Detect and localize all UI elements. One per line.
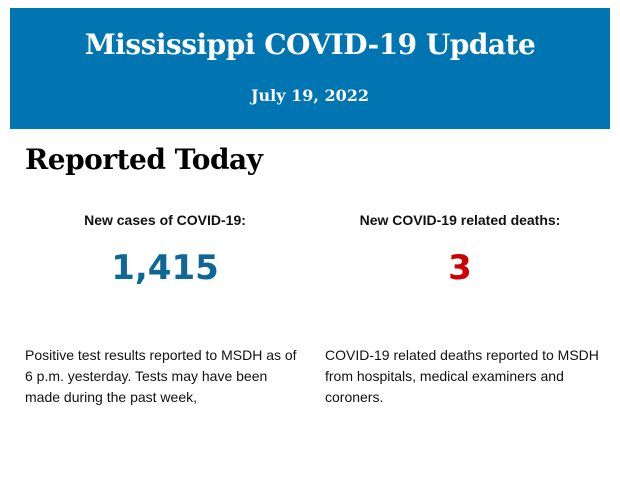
deaths-description: COVID-19 related deaths reported to MSDH… <box>325 347 599 405</box>
new-deaths-label: New COVID-19 related deaths: <box>359 212 561 228</box>
new-cases-label: New cases of COVID-19: <box>84 212 246 228</box>
new-deaths-value: 3 <box>448 248 472 288</box>
section-title: Reported Today <box>25 143 263 176</box>
new-cases-stat: New cases of COVID-19: 1,415 <box>25 212 305 288</box>
page-title: Mississippi COVID-19 Update <box>84 28 536 61</box>
new-deaths-stat: New COVID-19 related deaths: 3 <box>320 212 600 288</box>
report-date: July 19, 2022 <box>250 86 370 105</box>
cases-description: Positive test results reported to MSDH a… <box>25 347 297 405</box>
header-banner: Mississippi COVID-19 Update July 19, 202… <box>10 8 610 129</box>
new-cases-value: 1,415 <box>111 248 219 288</box>
